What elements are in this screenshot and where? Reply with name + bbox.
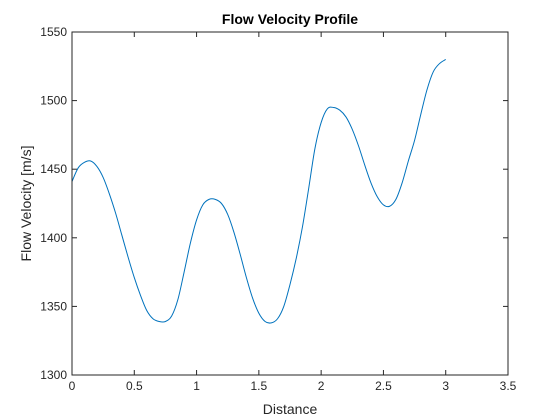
y-tick-label: 1450	[40, 162, 67, 176]
x-axis-label: Distance	[263, 401, 318, 417]
chart-title: Flow Velocity Profile	[222, 11, 358, 27]
x-tick-label: 0	[69, 379, 76, 393]
y-tick-label: 1500	[40, 94, 67, 108]
y-tick-label: 1400	[40, 231, 67, 245]
y-tick-label: 1550	[40, 25, 67, 39]
x-tick-label: 2.5	[375, 379, 392, 393]
x-tick-label: 1	[193, 379, 200, 393]
x-tick-label: 3	[442, 379, 449, 393]
y-tick-label: 1300	[40, 368, 67, 382]
x-tick-label: 3.5	[500, 379, 517, 393]
x-tick-label: 0.5	[126, 379, 143, 393]
y-axis-label: Flow Velocity [m/s]	[18, 146, 34, 262]
x-tick-label: 2	[318, 379, 325, 393]
plot-area	[72, 32, 508, 375]
y-tick-label: 1350	[40, 299, 67, 313]
x-tick-label: 1.5	[251, 379, 268, 393]
